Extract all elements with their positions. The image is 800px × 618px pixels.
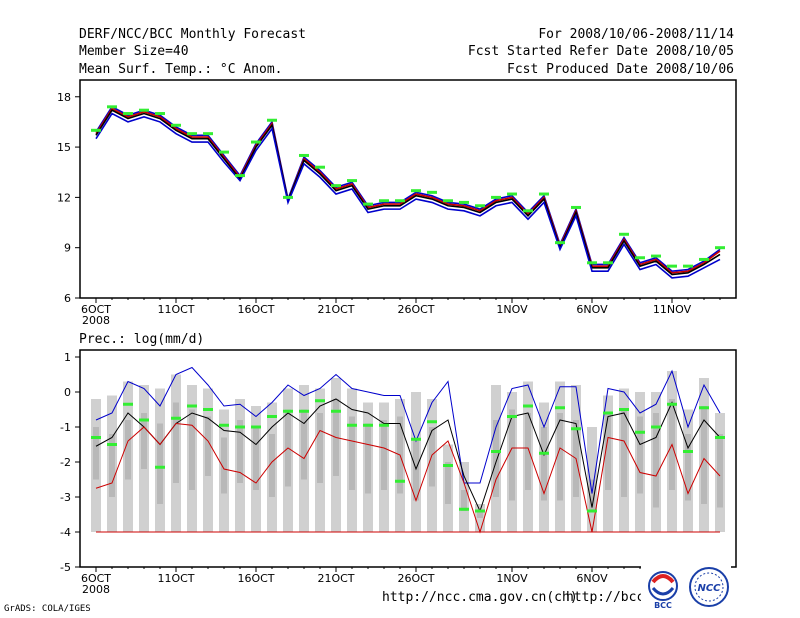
inner-box [637, 416, 643, 494]
ncc-logo-icon: NCC [689, 567, 729, 607]
plot-frame [79, 349, 737, 568]
x-tick-sublabel: 2008 [82, 583, 110, 596]
inner-box [365, 423, 371, 494]
x-tick-label: 26OCT [397, 303, 434, 316]
inner-box [189, 409, 195, 490]
ncc-logo-text: NCC [697, 583, 721, 594]
bcc-url[interactable]: http://bcc.c [566, 590, 660, 605]
inner-box [125, 420, 131, 480]
inner-box [221, 437, 227, 494]
x-tick-label: 16OCT [237, 572, 274, 585]
series-line-lower [95, 422, 721, 534]
plot-frame [79, 79, 737, 299]
y-tick-label: 9 [64, 242, 71, 255]
inner-box [301, 409, 307, 480]
produced-date: Fcst Produced Date 2008/10/06 [507, 62, 734, 77]
logos: BCC NCC [641, 566, 731, 610]
x-tick-label: 26OCT [397, 572, 434, 585]
x-tick-label: 6OCT [81, 303, 111, 316]
inner-box [237, 420, 243, 483]
series-line-upper [95, 105, 721, 273]
inner-box [157, 423, 163, 504]
x-tick-sublabel: 2008 [82, 314, 110, 327]
series-line-lower [95, 112, 721, 279]
inner-box [141, 413, 147, 469]
inner-box [621, 409, 627, 497]
inner-box [445, 462, 451, 504]
inner-box [253, 427, 259, 490]
inner-box [653, 413, 659, 508]
y-tick-label: -4 [60, 526, 71, 539]
y-tick-label: 12 [57, 191, 71, 204]
inner-box [317, 413, 323, 483]
ncc-url[interactable]: http://ncc.cma.gov.cn(ch) [382, 590, 578, 605]
inner-box [269, 434, 275, 497]
inner-box [349, 416, 355, 490]
x-tick-label: 21OCT [317, 303, 354, 316]
inner-box [557, 413, 563, 501]
inner-box [605, 413, 611, 490]
bcc-logo-text: BCC [654, 601, 672, 610]
y-tick-label: 18 [57, 91, 71, 104]
series-line-upper [95, 366, 721, 494]
inner-box [589, 479, 595, 511]
y-tick-label: -2 [60, 456, 71, 469]
inner-box [109, 434, 115, 497]
member-size: Member Size=40 [79, 44, 189, 59]
x-tick-label: 6NOV [576, 303, 608, 316]
y-tick-label: -5 [60, 561, 71, 574]
y-tick-label: 1 [64, 351, 71, 364]
y-tick-label: -1 [60, 421, 71, 434]
y-tick-label: 0 [64, 386, 71, 399]
x-tick-label: 6NOV [576, 572, 608, 585]
inner-box [717, 434, 723, 508]
x-tick-label: 11OCT [157, 303, 194, 316]
inner-box [685, 434, 691, 501]
bcc-logo-icon: BCC [648, 571, 678, 610]
inner-box [509, 409, 515, 501]
refer-date: Fcst Started Refer Date 2008/10/05 [467, 44, 734, 59]
x-tick-label: 11OCT [157, 572, 194, 585]
x-tick-label: 16OCT [237, 303, 274, 316]
x-tick-label: 6OCT [81, 572, 111, 585]
inner-box [173, 402, 179, 483]
x-tick-label: 11NOV [653, 303, 692, 316]
temp-variable-label: Mean Surf. Temp.: °C Anom. [79, 62, 283, 77]
inner-box [541, 427, 547, 501]
inner-box [701, 406, 707, 504]
inner-box [205, 416, 211, 476]
inner-box [461, 490, 467, 511]
grads-credit: GrADS: COLA/IGES [4, 604, 91, 614]
inner-box [93, 427, 99, 480]
series-line-mean [95, 398, 721, 513]
series-line-mean [95, 109, 721, 276]
prec-variable-label: Prec.: log(mm/d) [79, 332, 205, 347]
x-tick-label: 1NOV [496, 572, 528, 585]
x-tick-label: 1NOV [496, 303, 528, 316]
y-tick-label: 15 [57, 141, 71, 154]
inner-box [429, 427, 435, 487]
chart-title: DERF/NCC/BCC Monthly Forecast [79, 27, 306, 42]
inner-box [381, 420, 387, 490]
x-tick-label: 21OCT [317, 572, 354, 585]
inner-box [493, 420, 499, 497]
y-tick-label: -3 [60, 491, 71, 504]
forecast-period: For 2008/10/06-2008/11/14 [538, 27, 734, 42]
inner-box [477, 511, 483, 518]
y-tick-label: 6 [64, 292, 71, 305]
series-line-red [95, 107, 721, 274]
inner-box [525, 413, 531, 490]
